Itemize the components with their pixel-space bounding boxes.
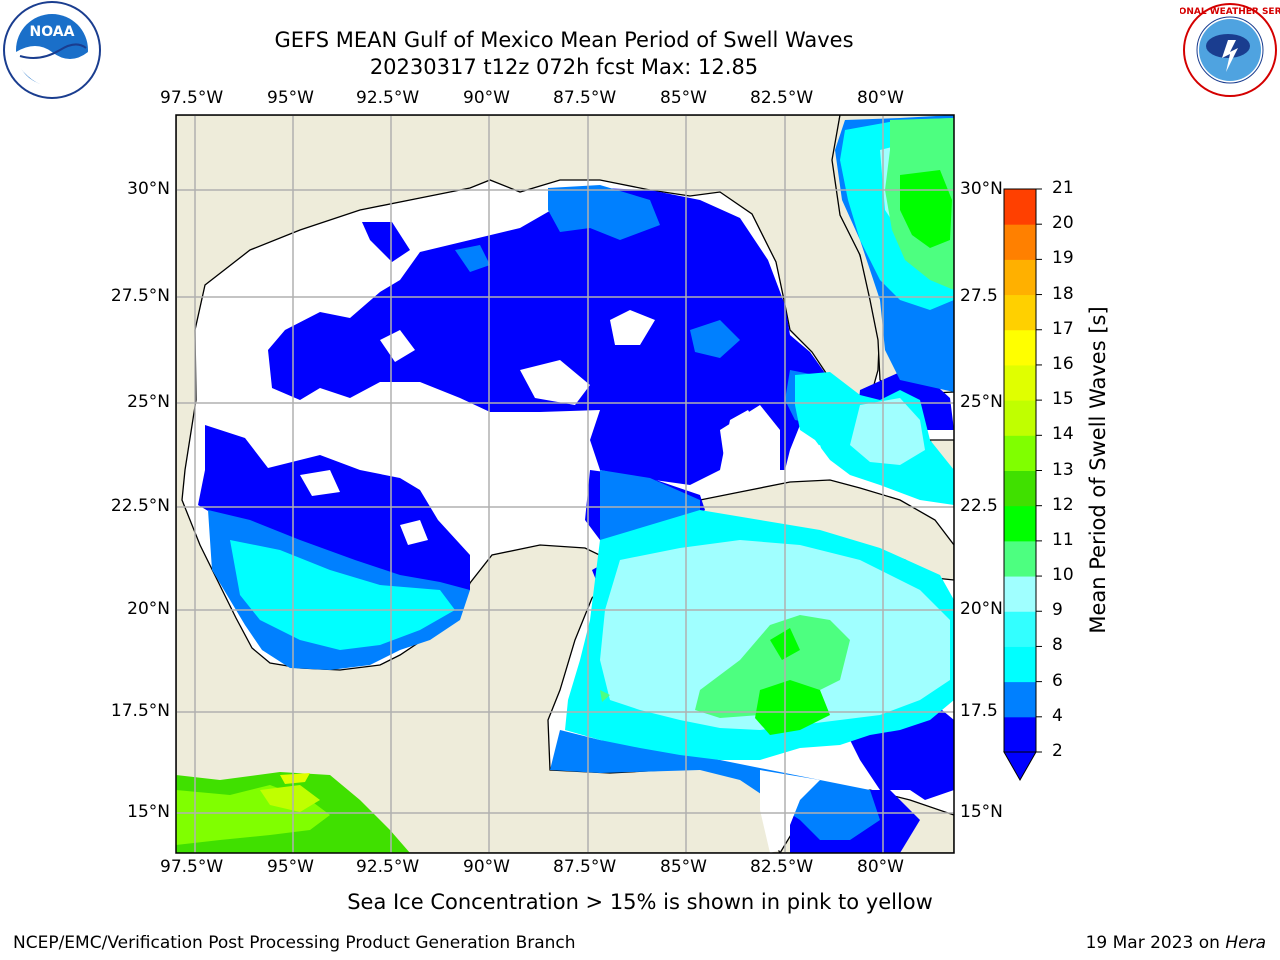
lon-label-bottom: 87.5°W xyxy=(553,857,617,877)
lon-label-bottom: 95°W xyxy=(267,857,314,877)
lat-label-right: 15°N xyxy=(960,802,1003,822)
lon-label-bottom: 85°W xyxy=(660,857,707,877)
map-frame xyxy=(175,114,955,854)
lon-label-bottom: 82.5°W xyxy=(750,857,814,877)
lon-label-top: 90°W xyxy=(463,88,510,108)
colorbar-tick-label: 18 xyxy=(1052,283,1074,304)
colorbar-band xyxy=(1004,435,1036,471)
colorbar-band xyxy=(1004,681,1036,718)
colorbar-tick-label: 17 xyxy=(1052,318,1074,339)
lat-label-left: 25°N xyxy=(127,392,170,412)
lon-label-top: 97.5°W xyxy=(160,88,224,108)
colorbar-band xyxy=(1004,611,1036,647)
lon-label-bottom: 92.5°W xyxy=(356,857,420,877)
lat-label-right: 27.5 xyxy=(960,286,998,306)
colorbar-tick-label: 12 xyxy=(1052,494,1074,515)
colorbar-tick-label: 21 xyxy=(1052,178,1074,198)
colorbar xyxy=(1003,188,1042,782)
noaa-logo-text: NOAA xyxy=(30,24,75,40)
no-data-patches xyxy=(300,268,825,853)
map-title: GEFS MEAN Gulf of Mexico Mean Period of … xyxy=(274,28,854,52)
lat-label-right: 25°N xyxy=(960,392,1003,412)
lat-label-right: 30°N xyxy=(960,179,1003,199)
colorbar-band xyxy=(1004,294,1036,331)
colorbar-tick-label: 13 xyxy=(1052,459,1074,480)
lat-label-right: 17.5 xyxy=(960,701,998,721)
footer-date-text: 19 Mar 2023 on xyxy=(1085,933,1226,953)
noaa-logo: NOAA xyxy=(3,1,101,99)
colorbar-band xyxy=(1004,400,1036,436)
lat-label-left: 27.5°N xyxy=(110,286,170,306)
lon-label-bottom: 97.5°W xyxy=(160,857,224,877)
lon-label-bottom: 90°W xyxy=(463,857,510,877)
colorbar-tick-label: 15 xyxy=(1052,389,1074,410)
colorbar-tick-label: 8 xyxy=(1052,635,1063,656)
colorbar-tick-label: 2 xyxy=(1052,741,1063,761)
lat-label-right: 20°N xyxy=(960,599,1003,619)
colorbar-band xyxy=(1004,505,1036,542)
lat-label-left: 15°N xyxy=(127,802,170,822)
colorbar-tick-label: 9 xyxy=(1052,600,1063,621)
lon-label-bottom: 80°W xyxy=(857,857,904,877)
colorbar-band xyxy=(1004,576,1036,612)
footer-machine: Hera xyxy=(1225,933,1266,953)
colorbar-band xyxy=(1004,646,1036,683)
lat-label-left: 22.5°N xyxy=(110,496,170,516)
nws-logo-text: NATIONAL WEATHER SERVICE xyxy=(1180,7,1280,17)
lon-label-top: 85°W xyxy=(660,88,707,108)
colorbar-tick-label: 4 xyxy=(1052,705,1063,726)
colorbar-band xyxy=(1004,470,1036,507)
colorbar-extend-triangle xyxy=(1003,751,1037,782)
colorbar-tick-label: 14 xyxy=(1052,424,1074,445)
colorbar-tick-label: 19 xyxy=(1052,248,1074,269)
colorbar-band xyxy=(1004,329,1036,366)
footer-branch: NCEP/EMC/Verification Post Processing Pr… xyxy=(13,933,576,953)
colorbar-band xyxy=(1004,540,1036,577)
colorbar-band xyxy=(1004,189,1036,225)
lon-label-top: 82.5°W xyxy=(750,88,814,108)
colorbar-band xyxy=(1004,224,1036,260)
colorbar-tick-label: 10 xyxy=(1052,565,1074,586)
colorbar-tick-label: 20 xyxy=(1052,213,1074,234)
lon-label-top: 92.5°W xyxy=(356,88,420,108)
nws-logo: NATIONAL WEATHER SERVICE xyxy=(1180,3,1280,97)
colorbar-label: Mean Period of Swell Waves [s] xyxy=(1086,306,1110,634)
colorbar-tick-label: 11 xyxy=(1052,529,1074,550)
sea-ice-note: Sea Ice Concentration > 15% is shown in … xyxy=(347,890,933,914)
footer-date: 19 Mar 2023 on Hera xyxy=(1086,933,1266,953)
lat-label-left: 17.5°N xyxy=(110,701,170,721)
lat-label-left: 30°N xyxy=(127,179,170,199)
colorbar-tick-label: 6 xyxy=(1052,670,1063,691)
map-subtitle: 20230317 t12z 072h fcst Max: 12.85 xyxy=(369,55,759,79)
colorbar-band xyxy=(1004,364,1036,401)
lon-label-top: 80°W xyxy=(857,88,904,108)
lon-label-top: 95°W xyxy=(267,88,314,108)
colorbar-band xyxy=(1004,259,1036,296)
lat-label-left: 20°N xyxy=(127,599,170,619)
colorbar-tick-label: 16 xyxy=(1052,353,1074,374)
lon-label-top: 87.5°W xyxy=(553,88,617,108)
graticule xyxy=(176,115,954,853)
colorbar-band xyxy=(1004,716,1036,753)
lat-label-right: 22.5 xyxy=(960,496,998,516)
